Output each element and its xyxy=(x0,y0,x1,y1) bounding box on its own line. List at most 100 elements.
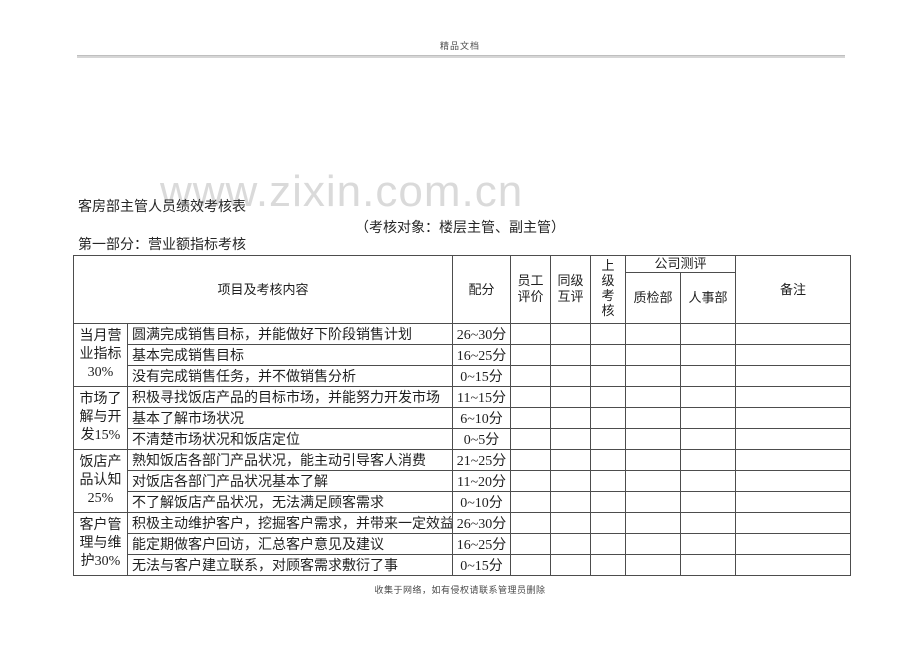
superior-eval-input-cell xyxy=(590,532,627,555)
score-range-cell: 0~5分 xyxy=(452,427,512,450)
criteria-cell: 没有完成销售任务，并不做销售分析 xyxy=(126,364,454,387)
peer-eval-input-cell xyxy=(550,322,592,345)
col-header-score-label: 配分 xyxy=(468,281,495,297)
quality-dept-input-cell xyxy=(625,343,682,366)
table-row: 能定期做客户回访，汇总客户意见及建议 16~25分 xyxy=(74,532,852,555)
page-title: 客房部主管人员绩效考核表 xyxy=(78,200,246,215)
category-label: 饭店产品认知25% xyxy=(79,454,122,506)
score-range-cell: 26~30分 xyxy=(452,322,512,345)
criteria-cell: 无法与客户建立联系，对顾客需求敷衍了事 xyxy=(126,553,454,576)
score-range-cell: 21~25分 xyxy=(452,448,512,471)
self-eval-input-cell xyxy=(510,532,552,555)
quality-dept-input-cell xyxy=(625,469,682,492)
superior-eval-input-cell xyxy=(590,364,627,387)
peer-eval-input-cell xyxy=(550,532,592,555)
quality-dept-input-cell xyxy=(625,532,682,555)
table-row: 无法与客户建立联系，对顾客需求敷衍了事 0~15分 xyxy=(74,553,852,576)
peer-eval-input-cell xyxy=(550,469,592,492)
criteria-cell: 基本了解市场状况 xyxy=(126,406,454,429)
score-range-cell: 26~30分 xyxy=(452,511,512,534)
hr-dept-input-cell xyxy=(680,553,737,576)
superior-eval-input-cell xyxy=(590,427,627,450)
peer-eval-input-cell xyxy=(550,343,592,366)
score-range-cell: 16~25分 xyxy=(452,532,512,555)
hr-dept-input-cell xyxy=(680,469,737,492)
section-heading: 第一部分：营业额指标考核 xyxy=(78,238,246,253)
hr-dept-input-cell xyxy=(680,532,737,555)
col-header-item: 项目及考核内容 xyxy=(72,255,454,324)
table-row: 客户管理与维护30% 积极主动维护客户，挖掘客户需求，并带来一定效益 26~30分 xyxy=(73,511,852,576)
hr-dept-input-cell xyxy=(680,406,737,429)
remark-input-cell xyxy=(735,406,852,429)
superior-eval-input-cell xyxy=(590,385,627,408)
col-header-hr-dept-label: 人事部 xyxy=(688,289,728,305)
remark-input-cell xyxy=(735,427,852,450)
table-header: 项目及考核内容 配分 员工评价 同级互评 上级考核 公司测评 备 xyxy=(72,255,852,324)
category-cell: 市场了解与开发15% xyxy=(73,385,128,450)
score-range-cell: 6~10分 xyxy=(452,406,512,429)
col-header-item-label: 项目及考核内容 xyxy=(217,281,309,297)
peer-eval-input-cell xyxy=(550,406,592,429)
self-eval-input-cell xyxy=(510,469,552,492)
peer-eval-input-cell xyxy=(550,553,592,576)
criteria-cell: 圆满完成销售目标，并能做好下阶段销售计划 xyxy=(126,322,454,345)
col-header-quality-dept: 质检部 xyxy=(625,271,682,324)
criteria-cell: 对饭店各部门产品状况基本了解 xyxy=(126,469,454,492)
hr-dept-input-cell xyxy=(680,490,737,513)
score-range-cell: 16~25分 xyxy=(452,343,512,366)
col-header-peer-eval-label: 同级互评 xyxy=(557,273,584,305)
col-header-self-eval: 员工评价 xyxy=(510,255,552,324)
peer-eval-input-cell xyxy=(550,511,592,534)
table-row: 当月营业指标30% 圆满完成销售目标，并能做好下阶段销售计划 26~30分 xyxy=(73,322,852,387)
header-row-bottom: 质检部 人事部 xyxy=(74,271,851,324)
criteria-cell: 能定期做客户回访，汇总客户意见及建议 xyxy=(126,532,454,555)
remark-input-cell xyxy=(735,469,852,492)
remark-input-cell xyxy=(735,343,852,366)
table-row: 对饭店各部门产品状况基本了解 11~20分 xyxy=(74,469,852,492)
remark-input-cell xyxy=(735,532,852,555)
score-table-body: 当月营业指标30% 圆满完成销售目标，并能做好下阶段销售计划 26~30分 基本完成销… xyxy=(73,322,852,576)
score-range-cell: 11~15分 xyxy=(452,385,512,408)
col-header-remark: 备注 xyxy=(735,255,852,324)
remark-input-cell xyxy=(735,322,852,345)
self-eval-input-cell xyxy=(510,448,552,471)
category-label: 客户管理与维护30% xyxy=(79,517,122,569)
quality-dept-input-cell xyxy=(625,490,682,513)
score-range-cell: 0~15分 xyxy=(452,364,512,387)
peer-eval-input-cell xyxy=(550,448,592,471)
remark-input-cell xyxy=(735,553,852,576)
header-row-top: 项目及考核内容 配分 员工评价 同级互评 上级考核 公司测评 备 xyxy=(72,255,852,324)
hr-dept-input-cell xyxy=(680,511,737,534)
hr-dept-input-cell xyxy=(680,343,737,366)
remark-input-cell xyxy=(735,448,852,471)
table-row: 饭店产品认知25% 熟知饭店各部门产品状况，能主动引导客人消费 21~25分 xyxy=(73,448,852,513)
appraisal-table: 项目及考核内容 配分 员工评价 同级互评 上级考核 公司测评 备 xyxy=(72,255,852,576)
table-row: 不了解饭店产品状况，无法满足顾客需求 0~10分 xyxy=(74,490,852,513)
hr-dept-input-cell xyxy=(680,364,737,387)
self-eval-input-cell xyxy=(510,385,552,408)
hr-dept-input-cell xyxy=(680,385,737,408)
hr-dept-input-cell xyxy=(680,448,737,471)
superior-eval-input-cell xyxy=(590,469,627,492)
self-eval-input-cell xyxy=(510,490,552,513)
quality-dept-input-cell xyxy=(625,385,682,408)
self-eval-input-cell xyxy=(510,511,552,534)
table-row: 基本完成销售目标 16~25分 xyxy=(74,343,852,366)
col-header-hr-dept: 人事部 xyxy=(680,271,737,324)
superior-eval-input-cell xyxy=(590,490,627,513)
col-header-quality-dept-label: 质检部 xyxy=(633,289,673,305)
category-label: 当月营业指标30% xyxy=(79,328,122,380)
superior-eval-input-cell xyxy=(590,553,627,576)
self-eval-input-cell xyxy=(510,553,552,576)
quality-dept-input-cell xyxy=(625,448,682,471)
quality-dept-input-cell xyxy=(625,406,682,429)
col-header-self-eval-label: 员工评价 xyxy=(517,273,544,305)
header-note: 精品文档 xyxy=(439,41,480,51)
col-header-remark-label: 备注 xyxy=(780,281,807,297)
category-cell: 饭店产品认知25% xyxy=(73,448,128,513)
footer-note: 收集于网络，如有侵权请联系管理员删除 xyxy=(374,585,546,595)
score-range-cell: 0~15分 xyxy=(452,553,512,576)
quality-dept-input-cell xyxy=(625,364,682,387)
superior-eval-input-cell xyxy=(590,343,627,366)
